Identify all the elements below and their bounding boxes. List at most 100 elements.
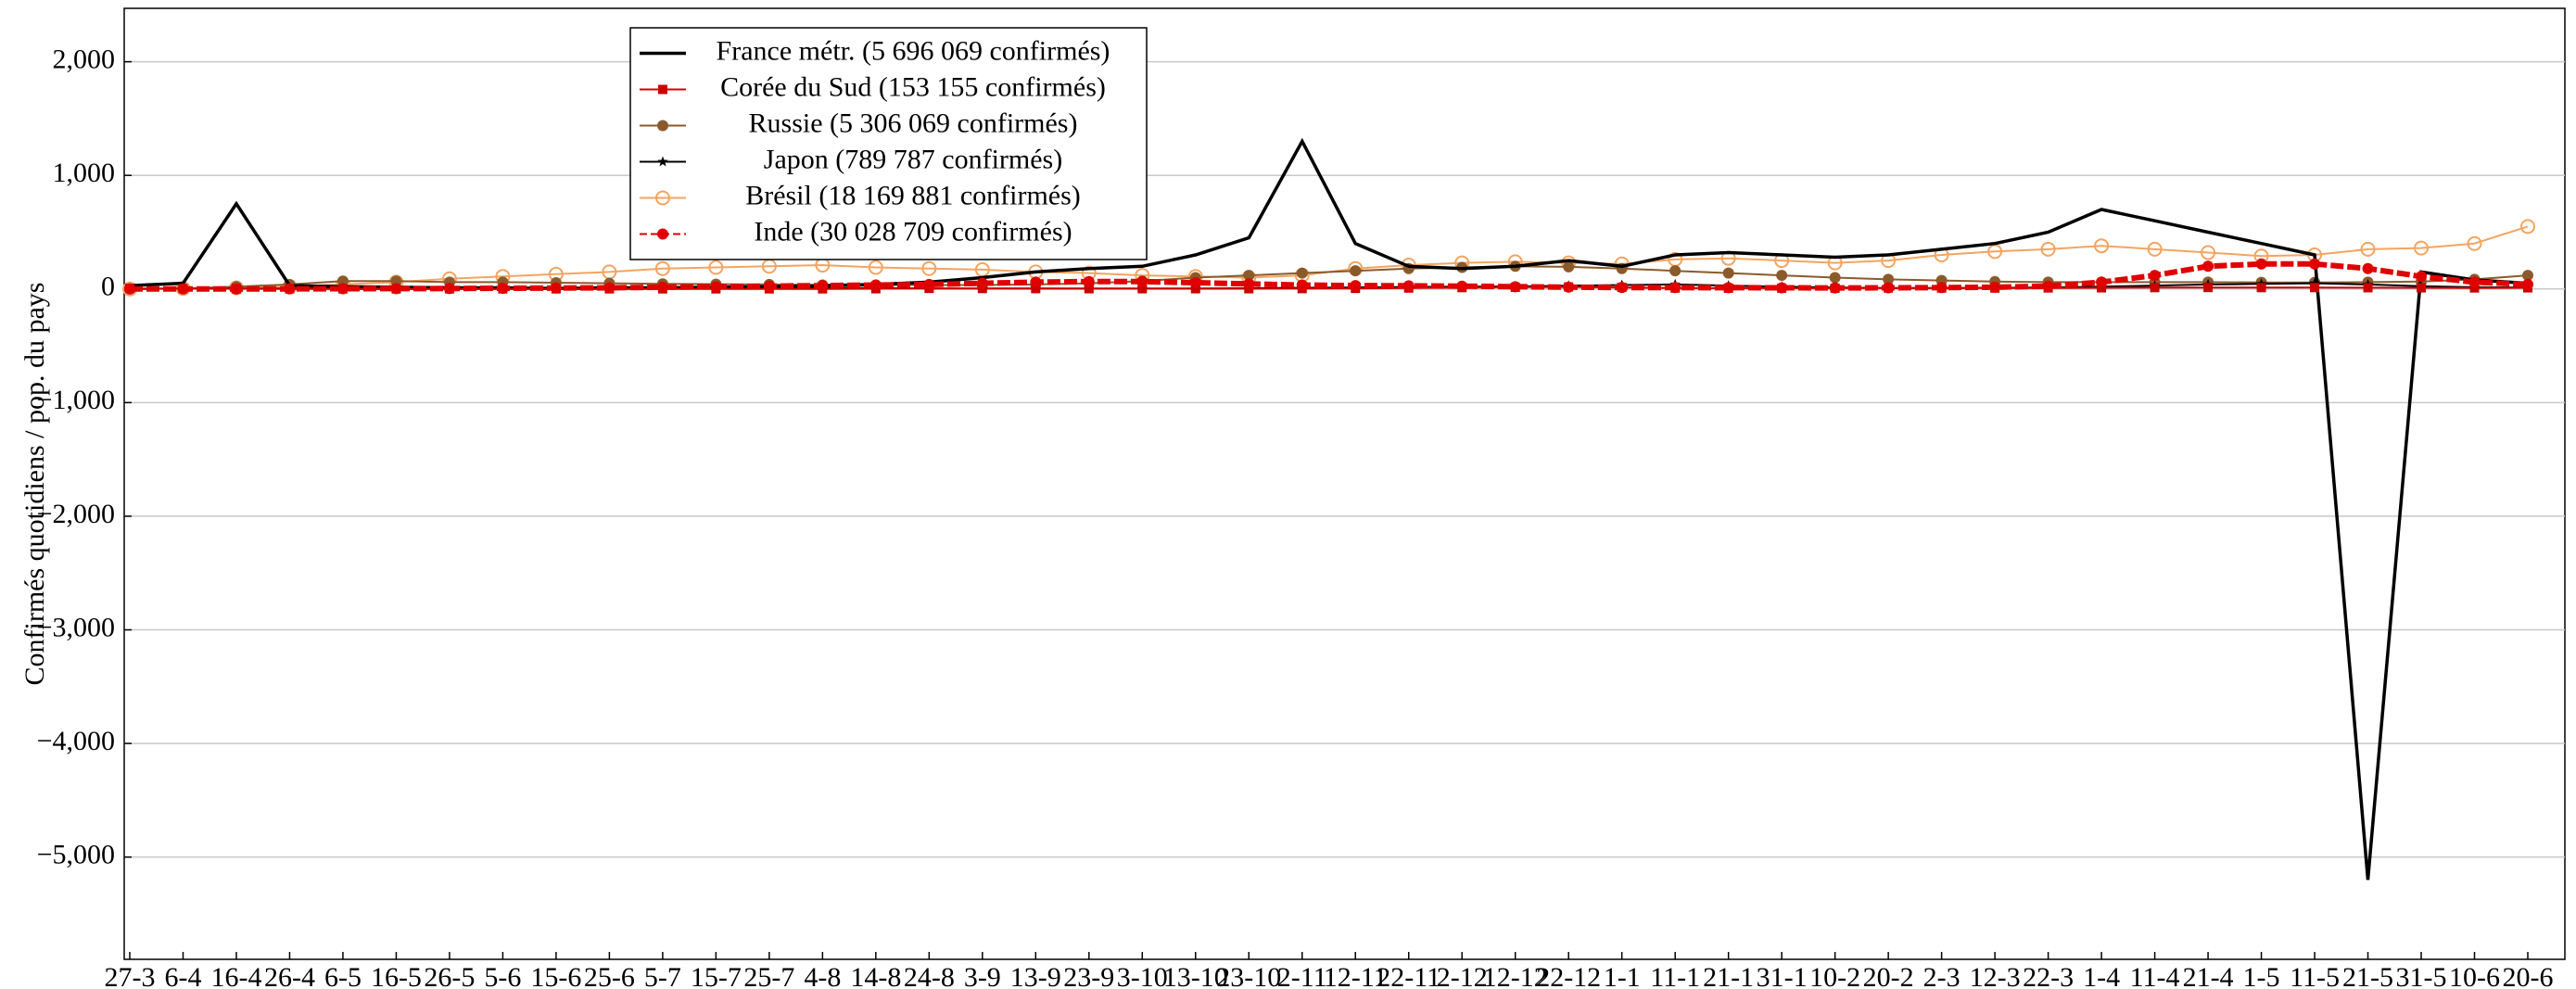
marker	[1030, 276, 1042, 288]
series-line	[129, 265, 2529, 290]
legend-box	[629, 27, 1148, 260]
marker	[2255, 258, 2267, 270]
x-tick-label: 10-6	[2449, 962, 2500, 989]
series	[124, 258, 2533, 295]
legend-label: Russie (5 306 069 confirmés)	[749, 108, 1078, 138]
x-tick-label: 15-7	[691, 962, 742, 989]
marker	[1350, 280, 1362, 292]
marker	[1722, 282, 1734, 294]
x-tick-label: 11-4	[2130, 962, 2180, 989]
x-tick-label: 26-5	[424, 962, 475, 989]
series-line	[129, 225, 2529, 290]
marker	[550, 282, 562, 294]
marker	[1935, 282, 1948, 294]
x-tick-label: 12-12	[1483, 962, 1548, 989]
marker	[2201, 245, 2216, 260]
marker	[654, 260, 670, 276]
marker	[2522, 278, 2533, 290]
marker	[763, 280, 775, 292]
marker	[124, 283, 135, 295]
y-axis-label: Confirmés quotidiens / pop. du pays	[19, 283, 50, 686]
marker	[2202, 260, 2214, 273]
marker	[1722, 267, 1734, 279]
marker	[603, 282, 615, 294]
marker	[2309, 277, 2320, 288]
x-tick-label: 20-2	[1863, 962, 1914, 989]
marker	[1989, 281, 2001, 293]
marker	[2096, 276, 2108, 288]
marker	[2467, 235, 2482, 251]
marker	[657, 228, 668, 240]
x-tick-label: 14-8	[850, 962, 901, 989]
x-tick-label: 25-7	[743, 962, 794, 989]
x-tick-label: 12-3	[1970, 962, 2021, 989]
y-tick-label: −4,000	[37, 726, 115, 756]
marker	[921, 260, 937, 276]
marker	[1084, 284, 1094, 294]
y-tick-label: −3,000	[37, 612, 115, 642]
marker	[976, 277, 988, 289]
x-tick-label: 26-4	[264, 962, 315, 989]
marker	[1776, 270, 1788, 282]
marker	[2360, 241, 2376, 257]
marker	[1563, 260, 1575, 273]
marker	[2042, 280, 2054, 292]
x-tick-label: 13-9	[1010, 962, 1061, 989]
marker	[1083, 275, 1095, 287]
marker	[1190, 284, 1200, 294]
x-tick-label: 16-4	[210, 962, 261, 989]
x-tick-label: 6-5	[324, 962, 362, 989]
x-tick-label: 21-1	[1703, 962, 1754, 989]
x-tick-label: 13-10	[1163, 962, 1228, 989]
x-tick-label: 3-9	[964, 962, 1001, 989]
marker	[390, 283, 402, 295]
marker	[2414, 240, 2430, 256]
legend-label: Inde (30 028 709 confirmés)	[754, 216, 1072, 247]
marker	[710, 281, 722, 293]
y-tick-label: −5,000	[37, 840, 115, 870]
marker	[2362, 262, 2374, 274]
x-tick-label: 1-5	[2243, 962, 2280, 989]
marker	[2416, 271, 2428, 283]
x-tick-label: 22-12	[1536, 962, 1601, 989]
marker	[1402, 280, 1415, 292]
marker	[1031, 284, 1041, 294]
marker	[2468, 276, 2481, 288]
marker	[869, 279, 882, 291]
x-tick-label: 6-4	[164, 962, 201, 989]
marker	[1829, 272, 1841, 284]
legend-label: France métr. (5 696 069 confirmés)	[717, 35, 1110, 66]
marker	[1296, 267, 1308, 279]
y-tick-label: −2,000	[37, 499, 115, 529]
marker	[230, 283, 242, 295]
x-tick-label: 31-1	[1757, 962, 1808, 989]
marker	[655, 190, 670, 206]
marker	[657, 156, 668, 167]
plot-frame	[123, 7, 2566, 960]
marker	[1296, 279, 1308, 291]
x-tick-label: 3-10	[1117, 962, 1168, 989]
marker	[1243, 270, 1255, 282]
legend-label: Brésil (18 169 881 confirmés)	[745, 180, 1081, 210]
x-tick-label: 21-5	[2342, 962, 2393, 989]
x-tick-label: 24-8	[904, 962, 955, 989]
y-tick-label: −1,000	[37, 385, 115, 415]
x-tick-label: 25-6	[584, 962, 635, 989]
marker	[2149, 270, 2161, 282]
x-tick-label: 4-8	[804, 962, 841, 989]
x-tick-label: 1-4	[2083, 962, 2120, 989]
x-tick-label: 23-10	[1216, 962, 1281, 989]
marker	[1669, 265, 1681, 277]
x-tick-label: 23-9	[1063, 962, 1114, 989]
marker	[657, 120, 668, 132]
marker	[2522, 270, 2533, 282]
x-tick-label: 20-6	[2503, 962, 2554, 989]
x-tick-label: 5-7	[644, 962, 681, 989]
legend: France métr. (5 696 069 confirmés) Corée …	[629, 27, 1148, 260]
marker	[1883, 282, 1895, 294]
marker	[923, 278, 935, 290]
y-tick-label: 1,000	[53, 158, 116, 188]
marker	[497, 283, 509, 295]
